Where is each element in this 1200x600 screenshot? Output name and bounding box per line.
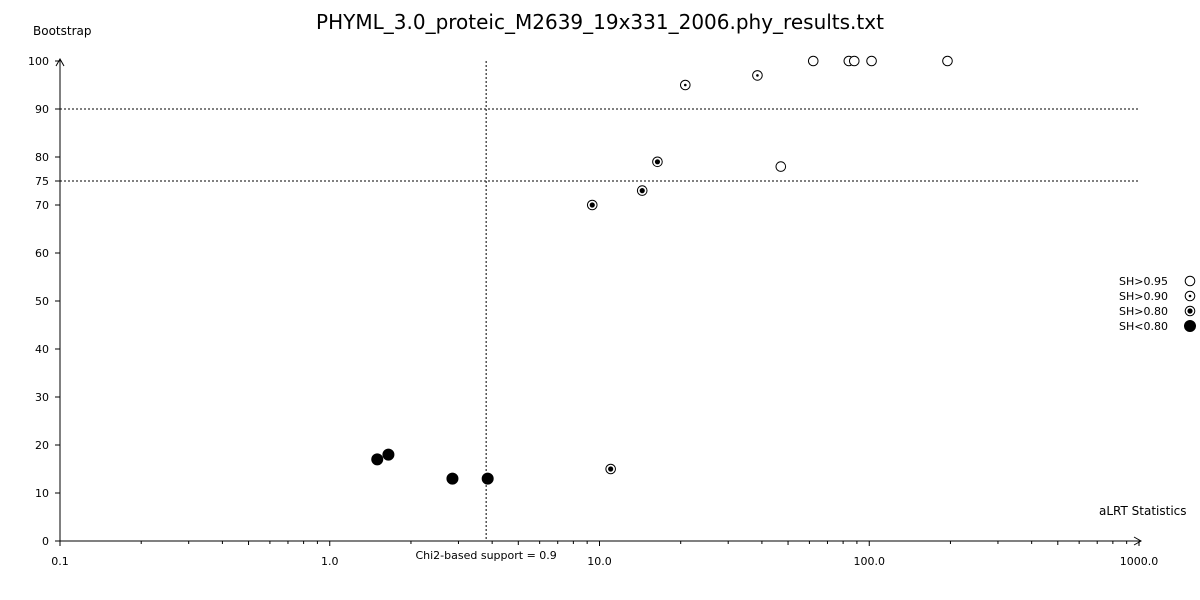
data-point-shape [1184,320,1196,332]
data-point-dot [1187,308,1193,314]
data-point-dot [608,466,614,472]
data-point [481,472,494,485]
y-tick-label: 75 [35,175,49,188]
y-tick-label: 60 [35,247,49,260]
data-point-shape [775,161,787,172]
y-axis-arrow [55,57,65,67]
y-tick-label: 40 [35,343,49,356]
data-point [446,472,459,485]
data-point-dot [639,188,645,194]
legend-marker [1184,320,1196,332]
data-point [679,79,691,91]
legend-label: SH<0.80 [1119,320,1168,333]
y-tick-label: 20 [35,439,49,452]
y-tick-label: 100 [28,55,49,68]
data-point-shape [382,448,395,461]
data-point-shape [481,472,494,485]
y-axis-label: Bootstrap [33,24,91,38]
data-point [586,199,598,211]
data-point-shape [371,453,384,466]
data-points [371,55,953,485]
legend-label: SH>0.95 [1119,275,1168,288]
data-point [942,55,953,67]
y-tick-label: 0 [42,535,49,548]
data-point-shape [807,55,819,67]
data-point [652,156,663,168]
data-point-dot [756,74,759,77]
legend-label: SH>0.90 [1119,290,1168,303]
data-point-shape [1184,275,1196,287]
y-tick-label: 30 [35,391,49,404]
data-point [605,463,616,475]
x-axis-arrow [1133,536,1143,546]
data-point-shape [866,55,877,67]
legend: SH>0.95 SH>0.90 SH>0.80 SH<0.80 [1119,275,1196,333]
data-point [636,185,648,196]
axes: 0.1 1.0 10.0 100.0 1000.0 0 10 20 30 40 50 60 70 75 80… [28,55,1158,568]
data-point [807,55,819,67]
data-point-dot [683,83,687,87]
data-point [848,55,860,67]
x-tick-label: 1000.0 [1120,555,1159,568]
data-point [382,448,395,461]
y-tick-label: 90 [35,103,49,116]
data-point [775,161,787,172]
data-point-dot [654,159,661,165]
legend-label: SH>0.80 [1119,305,1168,318]
x-tick-label: 0.1 [51,555,69,568]
x-tick-label: 100.0 [854,555,886,568]
data-point [752,70,763,81]
data-point [371,453,384,466]
x-tick-label: 10.0 [587,555,612,568]
data-point-shape [848,55,860,67]
y-tick-label: 10 [35,487,49,500]
y-tick-label: 50 [35,295,49,308]
legend-marker [1184,290,1196,302]
x-axis-label: aLRT Statistics [1099,504,1187,518]
reference-line-label: Chi2-based support = 0.9 [415,549,556,562]
data-point-dot [1188,294,1192,298]
data-point-dot [589,202,595,208]
x-tick-label: 1.0 [321,555,339,568]
legend-marker [1184,275,1196,287]
chart-title: PHYML_3.0_proteic_M2639_19x331_2006.phy_… [316,10,884,34]
y-tick-label: 70 [35,199,49,212]
data-point [866,55,877,67]
y-tick-label: 80 [35,151,49,164]
legend-marker [1184,305,1196,317]
data-point-shape [446,472,459,485]
data-point-shape [942,55,953,67]
reference-lines: Chi2-based support = 0.9 [60,61,1139,562]
